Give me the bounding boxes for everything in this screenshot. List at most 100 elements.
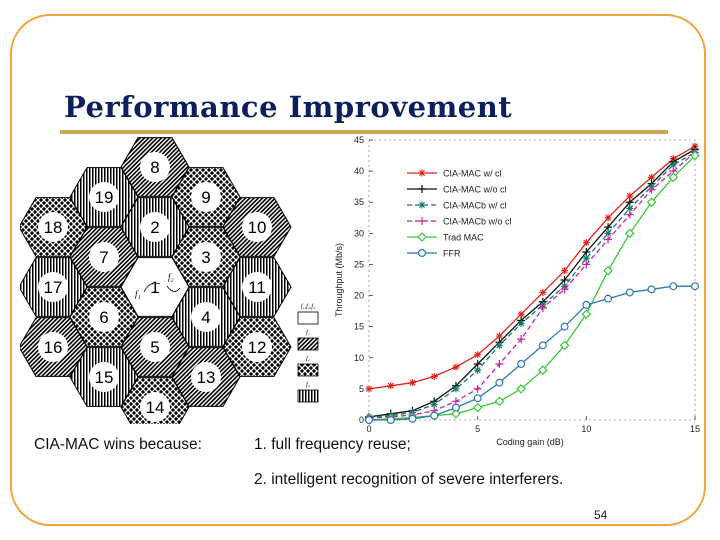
series-line bbox=[368, 151, 696, 418]
data-point bbox=[624, 228, 635, 239]
data-point bbox=[387, 382, 395, 390]
data-point bbox=[582, 239, 590, 247]
hex-cell-number: 10 bbox=[248, 218, 267, 237]
legend-freq-label: f₂ bbox=[306, 355, 310, 362]
x-tick-label: 0 bbox=[366, 424, 371, 434]
legend-entry: CIA-MAC w/o cl bbox=[407, 185, 507, 195]
data-point bbox=[582, 260, 591, 269]
data-point bbox=[472, 402, 483, 413]
throughput-chart: 0 5 10 15 0 5 10 15 20 25 30 35 40 45 CIA-MAC w/ cl CI… bbox=[334, 135, 700, 447]
data-point bbox=[625, 210, 634, 219]
page-number: 54 bbox=[594, 508, 608, 522]
hex-cell-number: 19 bbox=[95, 188, 114, 207]
reason-interferer-recognition: 2. intelligent recognition of severe int… bbox=[254, 471, 564, 488]
data-point bbox=[517, 360, 526, 369]
y-tick-label: 5 bbox=[359, 384, 364, 394]
data-point bbox=[473, 394, 482, 403]
y-tick-label: 15 bbox=[354, 322, 364, 332]
hex-label-bg-12 bbox=[242, 332, 272, 362]
legend-swatch bbox=[297, 389, 319, 403]
legend-entry: Trad MAC bbox=[407, 232, 484, 243]
hex-label-bg-11 bbox=[242, 272, 272, 302]
data-point bbox=[646, 197, 657, 208]
data-point bbox=[669, 161, 677, 169]
legend-label: Trad MAC bbox=[443, 233, 484, 243]
hex-label-bg-16 bbox=[38, 332, 68, 362]
x-tick-label: 5 bbox=[475, 424, 480, 434]
hex-label-bg-17 bbox=[38, 272, 68, 302]
data-point bbox=[538, 365, 548, 376]
legend-label: CIA-MAC w/o cl bbox=[443, 185, 507, 195]
data-point bbox=[582, 300, 591, 309]
interference-arrow bbox=[166, 285, 181, 292]
slide-title: Performance Improvement bbox=[64, 90, 513, 124]
chart-legend-box bbox=[403, 164, 543, 266]
series-line bbox=[368, 151, 696, 419]
legend-marker bbox=[418, 169, 426, 177]
data-point bbox=[560, 322, 569, 331]
data-point bbox=[603, 265, 613, 276]
data-point bbox=[582, 254, 590, 262]
data-point bbox=[516, 384, 526, 394]
legend-marker bbox=[418, 185, 426, 193]
data-point bbox=[604, 294, 613, 303]
y-tick-label: 30 bbox=[354, 228, 364, 238]
legend-marker bbox=[417, 248, 426, 257]
data-point bbox=[517, 320, 525, 328]
legend-swatch bbox=[297, 363, 319, 377]
plot-area bbox=[368, 139, 696, 421]
data-point bbox=[647, 185, 656, 194]
hex-label-bg-3 bbox=[191, 242, 221, 272]
data-point bbox=[690, 150, 700, 161]
x-tick-label: 15 bbox=[690, 424, 700, 434]
data-point bbox=[474, 366, 482, 374]
hex-cell-number: 17 bbox=[44, 278, 63, 297]
data-point bbox=[474, 351, 482, 359]
data-point bbox=[538, 341, 547, 350]
data-point bbox=[560, 276, 569, 284]
hex-cell-number: 8 bbox=[150, 158, 159, 177]
data-point bbox=[494, 396, 505, 407]
y-tick-label: 25 bbox=[354, 259, 364, 269]
reason-frequency-reuse: 1. full frequency reuse; bbox=[254, 436, 411, 453]
hex-cell-number: 4 bbox=[201, 308, 210, 327]
hex-label-bg-7 bbox=[89, 242, 119, 272]
legend-entry: CIA-MACb w/o cl bbox=[407, 217, 512, 227]
data-point bbox=[495, 378, 504, 387]
hex-label-bg-13 bbox=[191, 362, 221, 392]
hex-cell-number: 15 bbox=[95, 368, 114, 387]
data-point bbox=[451, 403, 460, 412]
hex-label-bg-5 bbox=[140, 332, 170, 362]
y-tick-label: 0 bbox=[359, 415, 364, 425]
hex-label-bg-15 bbox=[89, 362, 119, 392]
y-tick-label: 10 bbox=[354, 353, 364, 363]
y-tick-label: 40 bbox=[354, 166, 364, 176]
series-line bbox=[368, 148, 696, 418]
data-point bbox=[430, 372, 438, 380]
title-underline bbox=[60, 130, 668, 134]
hex-cell-number: 5 bbox=[150, 338, 159, 357]
hex-cell-number: 6 bbox=[99, 308, 108, 327]
hex-cell-number: 11 bbox=[248, 278, 266, 297]
legend-label: FFR bbox=[443, 249, 461, 259]
hex-label-bg-19 bbox=[89, 182, 119, 212]
hex-label-bg-4 bbox=[191, 302, 221, 332]
data-point bbox=[581, 309, 592, 320]
legend-marker bbox=[417, 232, 427, 242]
data-point bbox=[604, 214, 612, 222]
data-point bbox=[430, 400, 438, 408]
y-tick-label: 45 bbox=[354, 135, 364, 145]
data-point bbox=[539, 288, 547, 296]
data-point bbox=[538, 304, 547, 312]
data-point bbox=[495, 341, 503, 349]
series-line bbox=[369, 285, 695, 421]
center-label-b: f₂ bbox=[168, 272, 174, 282]
hex-label-bg-14 bbox=[140, 392, 170, 422]
hex-cell-number: 7 bbox=[99, 248, 108, 267]
data-point bbox=[364, 416, 373, 425]
data-point bbox=[408, 414, 417, 423]
hex-cell-number: 18 bbox=[44, 218, 63, 237]
data-point bbox=[473, 384, 482, 393]
x-tick-label: 10 bbox=[581, 424, 591, 434]
